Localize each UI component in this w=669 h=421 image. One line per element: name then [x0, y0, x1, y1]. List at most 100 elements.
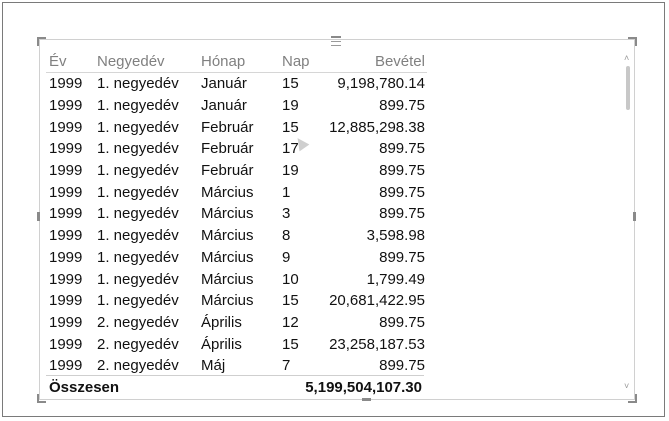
cell-negyedev: 1. negyedév — [97, 292, 179, 310]
resize-handle-top-left[interactable] — [37, 37, 46, 46]
column-header-negyedev[interactable]: Negyedév — [97, 50, 201, 73]
cell-nap: 8 — [282, 227, 291, 245]
resize-handle-top[interactable] — [331, 36, 341, 38]
resize-handle-bottom-right[interactable] — [628, 394, 637, 403]
cell-honap: Március — [201, 183, 254, 201]
table-row[interactable]: 1999 1. negyedév Február 17 899.75 — [46, 138, 427, 160]
cell-nap: 12 — [282, 313, 299, 331]
cell-negyedev: 1. negyedév — [97, 97, 179, 115]
cell-honap: Április — [201, 313, 242, 331]
cell-bevetel: 12,885,298.38 — [329, 118, 425, 136]
table-row[interactable]: 1999 2. negyedév Április 12 899.75 — [46, 312, 427, 334]
data-table: Év Negyedév Hónap Nap Bevétel 1999 1. neg… — [46, 50, 427, 377]
cell-ev: 1999 — [49, 75, 83, 93]
cell-honap: Március — [201, 205, 254, 223]
cell-negyedev: 2. negyedév — [97, 357, 179, 375]
cell-ev: 1999 — [49, 357, 83, 375]
cell-nap: 15 — [282, 335, 299, 353]
cell-ev: 1999 — [49, 335, 83, 353]
cell-bevetel: 9,198,780.14 — [337, 75, 425, 93]
table-row[interactable]: 1999 1. negyedév Március 15 20,681,422.95 — [46, 290, 427, 312]
vertical-scrollbar[interactable] — [626, 66, 630, 110]
cell-bevetel: 899.75 — [379, 313, 425, 331]
chevron-up-icon[interactable]: ˄ — [624, 53, 630, 63]
cell-bevetel: 899.75 — [379, 248, 425, 266]
resize-handle-bottom[interactable] — [362, 398, 371, 401]
cell-honap: Február — [201, 118, 254, 136]
cell-negyedev: 1. negyedév — [97, 205, 179, 223]
table-row[interactable]: 1999 1. negyedév Március 9 899.75 — [46, 247, 427, 269]
cell-ev: 1999 — [49, 227, 83, 245]
cell-nap: 1 — [282, 183, 291, 201]
cell-ev: 1999 — [49, 313, 83, 331]
column-header-nap[interactable]: Nap — [282, 50, 322, 73]
cell-ev: 1999 — [49, 292, 83, 310]
resize-handle-bottom-left[interactable] — [37, 394, 46, 403]
resize-handle-left[interactable] — [37, 212, 40, 221]
table-row[interactable]: 1999 2. negyedév Máj 7 899.75 — [46, 355, 427, 377]
cell-honap: Március — [201, 227, 254, 245]
cell-honap: Máj — [201, 357, 226, 375]
resize-handle-right[interactable] — [633, 212, 636, 221]
cell-ev: 1999 — [49, 183, 83, 201]
column-header-bevetel[interactable]: Bevétel — [322, 50, 427, 73]
cell-negyedev: 1. negyedév — [97, 183, 179, 201]
cell-ev: 1999 — [49, 118, 83, 136]
column-header-honap[interactable]: Hónap — [201, 50, 282, 73]
cell-bevetel: 20,681,422.95 — [329, 292, 425, 310]
cell-honap: Február — [201, 140, 254, 158]
cell-nap: 19 — [282, 162, 299, 180]
cell-ev: 1999 — [49, 140, 83, 158]
cell-bevetel: 1,799.49 — [366, 270, 425, 288]
table-row[interactable]: 1999 1. negyedév Január 15 9,198,780.14 — [46, 73, 427, 95]
cell-bevetel: 899.75 — [379, 162, 425, 180]
cell-negyedev: 1. negyedév — [97, 162, 179, 180]
cell-nap: 15 — [282, 75, 299, 93]
table-row[interactable]: 1999 1. negyedév Március 10 1,799.49 — [46, 268, 427, 290]
cell-nap: 10 — [282, 270, 299, 288]
cell-negyedev: 1. negyedév — [97, 270, 179, 288]
cell-nap: 15 — [282, 292, 299, 310]
cell-ev: 1999 — [49, 162, 83, 180]
cell-nap: 7 — [282, 357, 291, 375]
cell-negyedev: 2. negyedév — [97, 335, 179, 353]
cell-honap: Február — [201, 162, 254, 180]
column-header-ev[interactable]: Év — [46, 50, 97, 73]
table-row[interactable]: 1999 1. negyedév Március 8 3,598.98 — [46, 225, 427, 247]
chevron-down-icon[interactable]: ˅ — [624, 381, 630, 391]
table-row[interactable]: 1999 1. negyedév Március 3 899.75 — [46, 203, 427, 225]
cell-bevetel: 899.75 — [379, 357, 425, 375]
table-row[interactable]: 1999 2. negyedév Április 15 23,258,187.53 — [46, 333, 427, 355]
cell-bevetel: 899.75 — [379, 97, 425, 115]
cell-nap: 3 — [282, 205, 291, 223]
table-row[interactable]: 1999 1. negyedév Február 19 899.75 — [46, 160, 427, 182]
cell-negyedev: 1. negyedév — [97, 227, 179, 245]
cell-honap: Április — [201, 335, 242, 353]
cell-nap: 9 — [282, 248, 291, 266]
cell-bevetel: 3,598.98 — [366, 227, 425, 245]
outer-frame — [2, 2, 665, 417]
total-value: 5,199,504,107.30 — [305, 379, 422, 396]
cell-negyedev: 2. negyedév — [97, 313, 179, 331]
cell-honap: Március — [201, 270, 254, 288]
cell-negyedev: 1. negyedév — [97, 75, 179, 93]
cell-bevetel: 23,258,187.53 — [329, 335, 425, 353]
cell-ev: 1999 — [49, 97, 83, 115]
cell-bevetel: 899.75 — [379, 140, 425, 158]
table-row[interactable]: 1999 1. negyedév Február 15 12,885,298.38 — [46, 116, 427, 138]
table-row[interactable]: 1999 1. negyedév Március 1 899.75 — [46, 181, 427, 203]
cell-ev: 1999 — [49, 248, 83, 266]
cell-honap: Március — [201, 248, 254, 266]
cell-nap: 15 — [282, 118, 299, 136]
drag-grip-icon[interactable] — [331, 41, 341, 46]
cell-nap: 19 — [282, 97, 299, 115]
total-label: Összesen — [49, 379, 120, 396]
cell-negyedev: 1. negyedév — [97, 140, 179, 158]
cell-ev: 1999 — [49, 270, 83, 288]
cell-negyedev: 1. negyedév — [97, 248, 179, 266]
resize-handle-top-right[interactable] — [628, 37, 637, 46]
cell-ev: 1999 — [49, 205, 83, 223]
table-row[interactable]: 1999 1. negyedév Január 19 899.75 — [46, 95, 427, 117]
cell-honap: Január — [201, 97, 247, 115]
table-header-row: Év Negyedév Hónap Nap Bevétel — [46, 50, 427, 73]
